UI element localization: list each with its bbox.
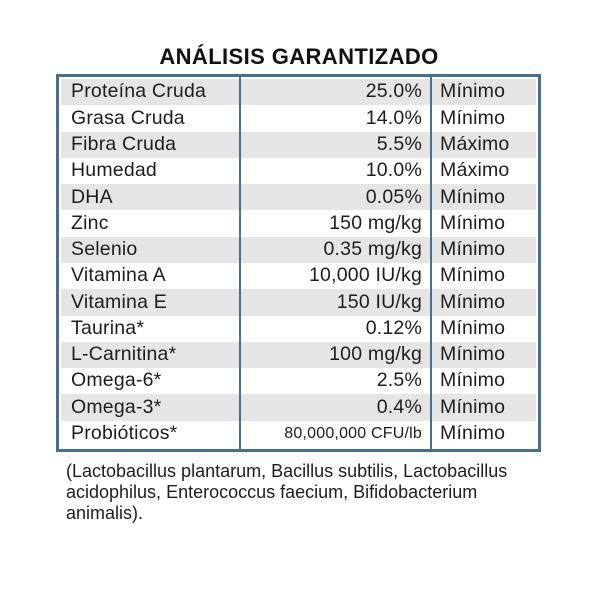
limit-type-cell: Mínimo (440, 345, 506, 365)
limit-type-cell: Mínimo (440, 397, 506, 418)
nutrient-name-cell: Vitamina E (71, 292, 167, 313)
nutrient-name-cell: Proteína Cruda (71, 82, 207, 102)
nutrient-name-cell: Taurina* (71, 318, 145, 339)
limit-type-cell: Mínimo (440, 108, 506, 129)
limit-type-cell: Mínimo (440, 82, 506, 102)
footnote-line-1: (Lactobacillus plantarum, Bacillus subti… (66, 461, 508, 481)
page-title: ANÁLISIS GARANTIZADO (159, 44, 439, 69)
table-row: Zinc 150 mg/kg Mínimo (61, 210, 536, 236)
table-row: Probióticos* 80,000,000 CFU/lb Mínimo (61, 421, 536, 447)
table-row: Humedad 10.0% Máximo (61, 158, 536, 184)
probiotics-footnote: (Lactobacillus plantarum, Bacillus subti… (66, 461, 566, 524)
nutrient-name-cell: Grasa Cruda (71, 108, 185, 129)
limit-type-cell: Mínimo (440, 424, 506, 444)
nutrient-value-cell: 0.4% (376, 397, 422, 418)
table-row: Selenio 0.35 mg/kg Mínimo (61, 236, 536, 263)
footnote-line-2: acidophilus, Enterococcus faecium, Bifid… (66, 482, 478, 502)
limit-type-cell: Mínimo (440, 213, 506, 234)
table-body: Proteína Cruda 25.0% Mínimo Grasa Cruda … (61, 79, 536, 447)
table-row: Fibra Cruda 5.5% Máximo (61, 131, 536, 158)
nutrient-value-cell: 10.0% (365, 161, 422, 181)
nutrient-name-cell: Probióticos* (71, 424, 178, 444)
nutrient-value-cell: 150 mg/kg (329, 213, 422, 234)
nutrient-value-cell: 0.05% (365, 187, 422, 208)
table-row: Proteína Cruda 25.0% Mínimo (61, 79, 536, 106)
limit-type-cell: Mínimo (440, 240, 506, 260)
table-row: L-Carnitina* 100 mg/kg Mínimo (61, 341, 536, 369)
nutrient-value-cell: 80,000,000 CFU/lb (284, 425, 422, 442)
table-row: Omega-3* 0.4% Mínimo (61, 394, 536, 421)
nutrient-value-cell: 2.5% (376, 371, 422, 391)
nutrient-name-cell: Vitamina A (71, 266, 166, 286)
column-divider-2 (430, 77, 432, 449)
limit-type-cell: Mínimo (440, 292, 506, 313)
nutrient-value-cell: 10,000 IU/kg (309, 266, 422, 286)
nutrient-name-cell: Omega-6* (71, 371, 162, 391)
limit-type-cell: Mínimo (440, 318, 506, 339)
guaranteed-analysis-table: Proteína Cruda 25.0% Mínimo Grasa Cruda … (56, 74, 541, 452)
nutrient-value-cell: 5.5% (376, 134, 422, 155)
nutrient-name-cell: Fibra Cruda (71, 134, 177, 155)
nutrient-name-cell: Humedad (71, 161, 157, 181)
nutrient-value-cell: 14.0% (365, 108, 422, 129)
footnote-line-3: animalis). (66, 503, 144, 523)
limit-type-cell: Máximo (440, 134, 510, 155)
table-row: Grasa Cruda 14.0% Mínimo (61, 105, 536, 131)
nutrient-name-cell: Omega-3* (71, 397, 162, 418)
limit-type-cell: Máximo (440, 161, 510, 181)
nutrient-value-cell: 150 IU/kg (336, 292, 422, 313)
nutrient-name-cell: Zinc (71, 213, 109, 234)
table-row: Taurina* 0.12% Mínimo (61, 316, 536, 342)
limit-type-cell: Mínimo (440, 371, 506, 391)
nutrient-name-cell: Selenio (71, 240, 138, 260)
table-row: DHA 0.05% Mínimo (61, 184, 536, 211)
nutrient-name-cell: DHA (71, 187, 113, 208)
limit-type-cell: Mínimo (440, 266, 506, 286)
nutrient-name-cell: L-Carnitina* (71, 345, 177, 365)
nutrient-value-cell: 100 mg/kg (329, 345, 422, 365)
column-divider-1 (239, 77, 241, 449)
table-row: Vitamina E 150 IU/kg Mínimo (61, 289, 536, 316)
nutrient-value-cell: 25.0% (365, 82, 422, 102)
table-row: Omega-6* 2.5% Mínimo (61, 368, 536, 394)
nutrient-value-cell: 0.35 mg/kg (323, 240, 422, 260)
nutrient-value-cell: 0.12% (365, 318, 422, 339)
table-row: Vitamina A 10,000 IU/kg Mínimo (61, 263, 536, 289)
limit-type-cell: Mínimo (440, 187, 506, 208)
